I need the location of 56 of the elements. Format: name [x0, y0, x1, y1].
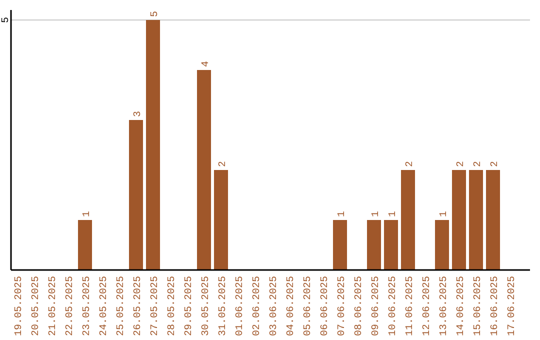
x-tick-label: 19.05.2025	[14, 276, 25, 336]
x-tick-label: 10.06.2025	[388, 276, 399, 336]
data-label: 2	[405, 160, 416, 167]
x-tick-label: 21.05.2025	[48, 276, 59, 336]
x-tick-label: 16.06.2025	[490, 276, 501, 336]
bar	[214, 170, 228, 270]
bar	[384, 220, 398, 270]
x-tick-label: 01.06.2025	[235, 276, 246, 336]
data-label: 1	[82, 210, 93, 217]
bar	[434, 220, 450, 270]
bar	[400, 170, 416, 270]
data-label: 2	[456, 160, 467, 167]
bar	[196, 70, 212, 270]
x-tick-label: 27.05.2025	[150, 276, 161, 336]
x-tick-label: 22.05.2025	[65, 276, 76, 336]
data-label: 2	[218, 160, 229, 167]
data-label: 1	[439, 210, 450, 217]
bar	[468, 170, 484, 270]
x-tick-label: 24.05.2025	[99, 276, 110, 336]
x-tick-label: 08.06.2025	[354, 276, 365, 336]
data-label: 1	[371, 210, 382, 217]
x-tick-label: 14.06.2025	[456, 276, 467, 336]
data-label: 2	[490, 160, 501, 167]
bar	[332, 220, 348, 270]
x-tick-label: 20.05.2025	[31, 276, 42, 336]
x-tick-label: 15.06.2025	[473, 276, 484, 336]
x-tick-label: 05.06.2025	[303, 276, 314, 336]
x-tick-label: 09.06.2025	[371, 276, 382, 336]
x-tick-label: 03.06.2025	[269, 276, 280, 336]
bar	[78, 220, 92, 270]
x-tick-label: 26.05.2025	[133, 276, 144, 336]
data-label: 5	[150, 10, 161, 17]
x-tick-label: 23.05.2025	[82, 276, 93, 336]
bar	[486, 170, 500, 270]
x-tick-label: 29.05.2025	[184, 276, 195, 336]
bar	[128, 120, 144, 270]
x-tick-label: 02.06.2025	[252, 276, 263, 336]
x-tick-label: 12.06.2025	[422, 276, 433, 336]
x-tick-label: 17.06.2025	[507, 276, 518, 336]
data-label: 1	[337, 210, 348, 217]
x-tick-label: 13.06.2025	[439, 276, 450, 336]
x-tick-label: 11.06.2025	[405, 276, 416, 336]
bar	[146, 20, 160, 270]
data-label: 2	[473, 160, 484, 167]
bar	[452, 170, 466, 270]
x-tick-label: 25.05.2025	[116, 276, 127, 336]
x-tick-label: 28.05.2025	[167, 276, 178, 336]
data-label: 1	[388, 210, 399, 217]
x-tick-label: 30.05.2025	[201, 276, 212, 336]
data-label: 3	[133, 110, 144, 117]
bar	[366, 220, 382, 270]
x-tick-label: 06.06.2025	[320, 276, 331, 336]
x-tick-label: 07.06.2025	[337, 276, 348, 336]
x-tick-label: 04.06.2025	[286, 276, 297, 336]
x-tick-label: 31.05.2025	[218, 276, 229, 336]
data-label: 4	[201, 60, 212, 67]
